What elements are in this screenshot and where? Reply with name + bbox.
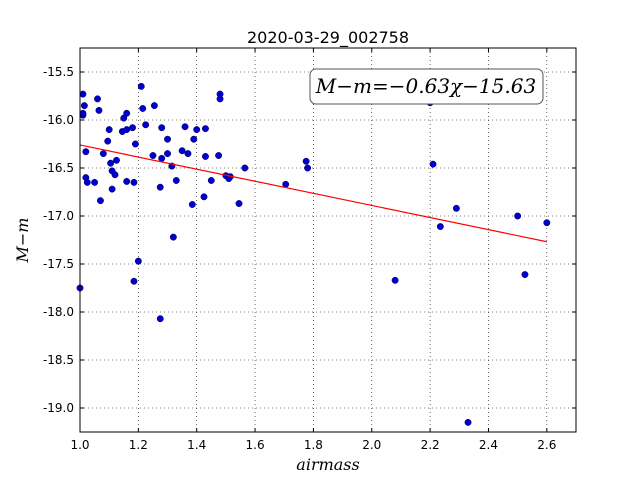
plot-frame bbox=[79, 47, 577, 433]
data-point bbox=[83, 178, 91, 186]
y-tick-label: -19.0 bbox=[43, 401, 74, 415]
data-point bbox=[113, 156, 120, 164]
data-point bbox=[304, 164, 312, 172]
y-tick-label: -18.5 bbox=[43, 353, 74, 367]
data-point bbox=[123, 109, 131, 117]
data-point bbox=[96, 197, 104, 205]
data-point bbox=[169, 233, 177, 241]
data-point bbox=[156, 183, 164, 191]
data-point bbox=[99, 150, 107, 158]
data-point bbox=[193, 126, 201, 134]
chart-title: 2020-03-29_002758 bbox=[247, 28, 409, 48]
data-point bbox=[464, 418, 472, 426]
x-tick-label: 1.8 bbox=[304, 438, 323, 452]
data-point bbox=[139, 105, 147, 112]
data-point bbox=[543, 219, 551, 227]
y-tick-label: -15.5 bbox=[43, 65, 74, 79]
x-axis-label: airmass bbox=[296, 455, 359, 474]
data-point bbox=[158, 154, 166, 162]
data-point bbox=[79, 90, 87, 98]
data-points bbox=[76, 82, 551, 426]
x-tick-label: 2.2 bbox=[421, 438, 440, 452]
data-point bbox=[130, 277, 138, 285]
data-point bbox=[436, 223, 444, 231]
data-point bbox=[91, 178, 99, 186]
y-tick-label: -18.0 bbox=[43, 305, 74, 319]
annotation-box bbox=[309, 68, 544, 105]
data-point bbox=[108, 185, 116, 193]
data-point bbox=[216, 95, 224, 103]
data-point bbox=[164, 150, 171, 158]
data-point bbox=[190, 135, 198, 143]
data-point bbox=[184, 150, 192, 158]
data-point bbox=[514, 212, 522, 220]
x-tick-label: 1.0 bbox=[70, 438, 89, 452]
data-point bbox=[111, 171, 119, 179]
data-point bbox=[452, 204, 460, 212]
data-point bbox=[134, 257, 142, 265]
data-point bbox=[149, 152, 157, 159]
y-tick-label: -16.0 bbox=[43, 113, 74, 127]
data-point bbox=[80, 102, 88, 110]
data-point bbox=[235, 200, 243, 207]
data-point bbox=[137, 82, 145, 90]
data-point bbox=[200, 193, 208, 201]
data-point bbox=[202, 125, 209, 133]
fit-line-group bbox=[79, 144, 547, 243]
x-tick-label: 1.6 bbox=[246, 438, 265, 452]
data-point bbox=[142, 121, 150, 129]
data-point bbox=[94, 95, 101, 103]
data-point bbox=[150, 102, 158, 110]
data-point bbox=[156, 315, 164, 323]
x-tick-label: 1.2 bbox=[129, 438, 148, 452]
y-tick-label: -16.5 bbox=[43, 161, 74, 175]
data-point bbox=[129, 124, 136, 132]
x-tick-label: 2.4 bbox=[479, 438, 498, 452]
data-point bbox=[95, 106, 103, 114]
annotation-text: M−m=−0.63χ−15.63 bbox=[315, 74, 536, 98]
data-point bbox=[215, 152, 223, 159]
plot-background bbox=[80, 48, 576, 432]
data-point bbox=[105, 126, 113, 134]
data-point bbox=[158, 124, 166, 132]
data-point bbox=[241, 164, 249, 172]
data-point bbox=[130, 178, 138, 186]
x-tick-label: 2.0 bbox=[362, 438, 381, 452]
axis-ticks: 1.0 1.2 1.4 1.6 1.8 2.0 2.2 2.4 2.6 -15.5 -16.0 -16… bbox=[43, 48, 576, 452]
data-point bbox=[181, 123, 189, 131]
data-point bbox=[302, 157, 310, 165]
data-point bbox=[391, 276, 399, 284]
y-tick-label: -17.0 bbox=[43, 209, 74, 223]
fit-line bbox=[79, 144, 547, 243]
data-point bbox=[202, 153, 209, 160]
y-tick-label: -17.5 bbox=[43, 257, 74, 271]
data-point bbox=[178, 147, 186, 155]
data-point bbox=[104, 137, 112, 145]
fit-annotation: M−m=−0.63χ−15.63 bbox=[309, 68, 544, 105]
y-axis-label: M−m bbox=[13, 218, 32, 264]
data-point bbox=[131, 140, 139, 148]
data-point bbox=[207, 177, 215, 184]
x-tick-label: 1.4 bbox=[187, 438, 206, 452]
data-point bbox=[164, 135, 171, 143]
x-tick-label: 2.6 bbox=[537, 438, 556, 452]
data-point bbox=[123, 177, 131, 185]
data-point bbox=[429, 160, 437, 168]
data-point bbox=[79, 109, 87, 117]
data-point bbox=[107, 159, 115, 167]
data-point bbox=[82, 148, 90, 156]
data-point bbox=[188, 201, 196, 208]
data-point bbox=[521, 271, 529, 279]
data-point bbox=[172, 177, 180, 184]
data-point bbox=[123, 126, 131, 134]
